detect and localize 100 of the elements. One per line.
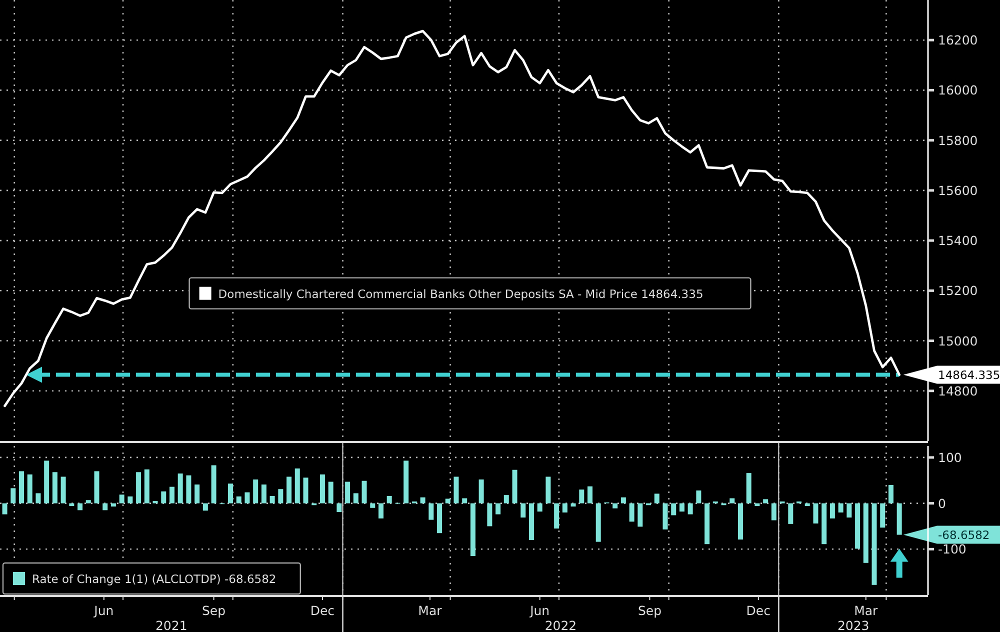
- bar: [378, 503, 384, 518]
- bar: [345, 482, 350, 504]
- bar: [629, 503, 634, 522]
- y-tick-label: 15200: [938, 283, 978, 298]
- x-tick-label: Sep: [638, 603, 662, 618]
- bar: [562, 503, 568, 512]
- text: 2023: [837, 618, 870, 632]
- bar: [688, 503, 693, 514]
- bar: [362, 480, 367, 504]
- bar: [128, 496, 133, 504]
- bar: [470, 503, 476, 556]
- bar: [504, 495, 509, 504]
- bar: [19, 471, 24, 504]
- bar: [813, 503, 818, 524]
- bar: [44, 460, 50, 504]
- bar: [654, 494, 660, 504]
- bar: [846, 503, 852, 518]
- x-tick-label: Mar: [418, 603, 443, 618]
- bar: [838, 503, 844, 512]
- bar: [202, 503, 208, 511]
- x-tick-label: Mar: [854, 603, 879, 618]
- bar: [144, 469, 150, 504]
- bar: [94, 471, 100, 504]
- bar: [428, 503, 434, 520]
- bar: [612, 503, 618, 508]
- x-tick-label: Dec: [310, 603, 335, 618]
- bar: [671, 503, 676, 516]
- bar: [763, 499, 768, 504]
- x-tick-label: Dec: [746, 603, 771, 618]
- y-tick-label: 16000: [938, 82, 978, 98]
- bar: [679, 503, 684, 512]
- bar: [228, 484, 234, 504]
- bar: [27, 474, 32, 504]
- line-series: [4, 30, 901, 408]
- bar: [662, 503, 668, 530]
- bar: [303, 478, 308, 504]
- bar: [136, 472, 142, 504]
- bar: [620, 497, 626, 504]
- bar: [294, 468, 300, 504]
- bar: [370, 503, 376, 508]
- bar: [546, 476, 551, 504]
- x-tick-label: Sep: [202, 603, 226, 618]
- bar: [178, 474, 183, 504]
- y-tick-label: 16200: [938, 32, 978, 48]
- y-tick-label: 15000: [938, 333, 978, 348]
- bar: [186, 475, 192, 504]
- bar: [336, 503, 342, 512]
- y-tick-label: 14800: [938, 383, 978, 398]
- bar: [211, 465, 216, 504]
- bar: [579, 490, 584, 504]
- bar: [420, 497, 426, 504]
- bar: [270, 496, 275, 504]
- bar: [570, 503, 576, 507]
- bar: [445, 498, 450, 504]
- text: 2021: [155, 618, 188, 632]
- bar: [880, 503, 886, 528]
- bar: [60, 476, 66, 504]
- bar: [596, 503, 601, 542]
- bar: [537, 503, 542, 512]
- data-label: 14864.335: [938, 368, 1000, 382]
- bar: [454, 476, 459, 504]
- bar: [512, 470, 518, 504]
- bar: [86, 500, 91, 504]
- bar: [69, 503, 74, 506]
- bar: [10, 488, 16, 504]
- bar: [496, 503, 501, 514]
- bar: [855, 503, 860, 549]
- bar: [278, 489, 284, 504]
- bar: [169, 486, 174, 504]
- bar: [487, 503, 492, 526]
- bar: [36, 493, 41, 504]
- bar: [286, 476, 292, 504]
- y-tick-label: 15800: [938, 132, 978, 148]
- bar: [478, 479, 484, 504]
- bar: [746, 473, 752, 504]
- legend-label: Rate of Change 1(1) (ALCLOTDP) -68.6582: [32, 572, 276, 586]
- bar: [754, 503, 760, 506]
- bar: [730, 498, 735, 504]
- bar: [102, 503, 108, 510]
- bar: [110, 503, 116, 507]
- bar: [771, 503, 776, 520]
- text: 2022: [544, 618, 577, 632]
- x-tick-label: Jun: [93, 603, 114, 618]
- data-label: -68.6582: [938, 528, 990, 542]
- bar: [822, 503, 827, 544]
- bar: [528, 503, 534, 540]
- bar: [194, 484, 200, 504]
- y-tick-label: -100: [938, 542, 966, 557]
- bar: [704, 503, 710, 544]
- y-tick-label: 15600: [938, 182, 978, 198]
- bar: [437, 503, 442, 534]
- x-tick-label: Jun: [529, 603, 550, 618]
- bar: [738, 503, 743, 540]
- bar: [353, 493, 358, 504]
- bar: [462, 498, 468, 504]
- bar: [386, 496, 392, 504]
- bar: [253, 479, 258, 504]
- bar: [328, 482, 334, 504]
- y-tick-label: 0: [938, 496, 946, 511]
- bar: [588, 486, 593, 504]
